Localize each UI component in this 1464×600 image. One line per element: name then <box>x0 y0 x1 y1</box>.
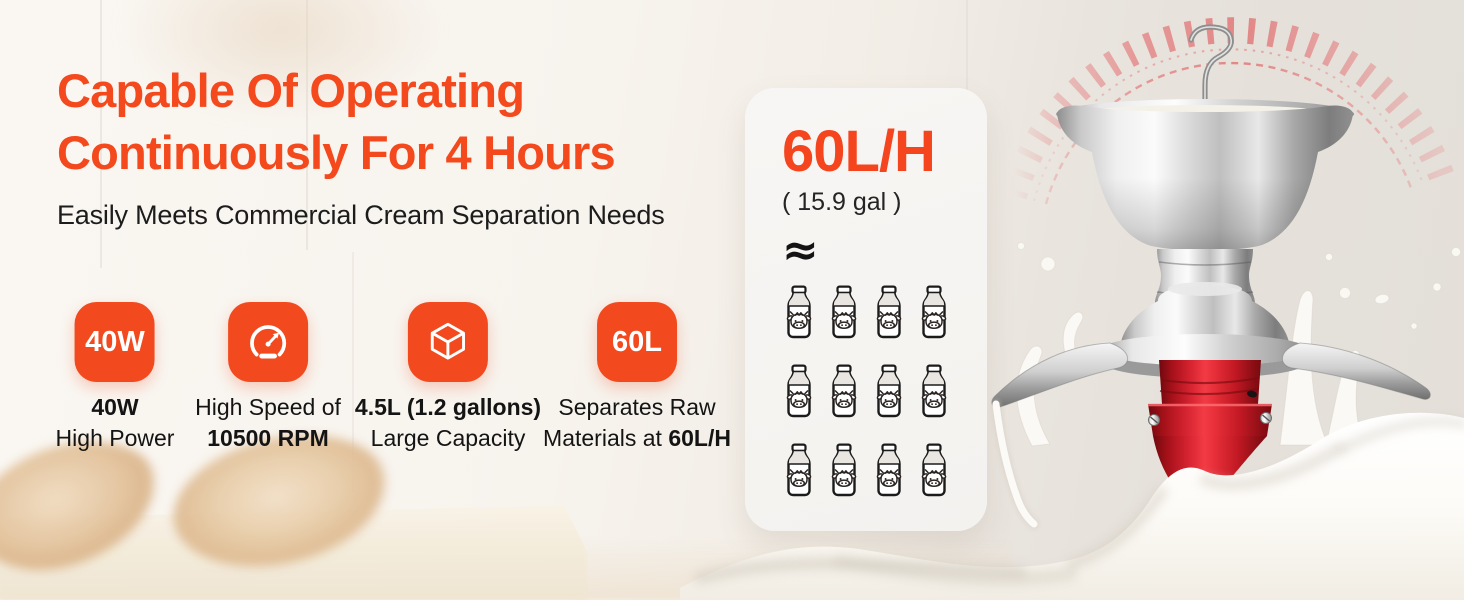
motor-body-red <box>1148 360 1272 509</box>
hero-text-block: Capable Of Operating Continuously For 4 … <box>57 60 665 231</box>
milk-bottle-icon <box>786 443 812 497</box>
speedometer-icon-glyph <box>249 325 287 359</box>
bowl-neck <box>1155 249 1255 303</box>
speed-tick-arc <box>1001 17 1455 205</box>
feature-row: 40W 40W High Power High Speed of 10500 R… <box>0 302 760 462</box>
tile-grout-line <box>352 252 354 492</box>
milk-bottle-icon <box>876 285 902 339</box>
right-spout-arm <box>1282 342 1431 400</box>
badge-60l-label: 60L <box>612 325 662 358</box>
milk-bottle-icon <box>876 443 902 497</box>
flow-rate-value: 60L/H <box>782 119 936 184</box>
feature-power-label: 40W High Power <box>55 394 175 451</box>
screw <box>1148 412 1272 426</box>
capacity-card: 60L/H ( 15.9 gal ) ≈ <box>745 88 987 531</box>
approx-symbol: ≈ <box>782 225 819 276</box>
left-spout-arm <box>991 342 1128 408</box>
milk-bottle-icon <box>786 285 812 339</box>
feature-rate-label: Separates Raw Materials at 60L/H <box>543 394 731 451</box>
milk-surface <box>1071 105 1339 125</box>
cube-icon <box>407 302 488 382</box>
collector-dish <box>1101 282 1309 378</box>
feature-capacity-label: 4.5L (1.2 gallons) Large Capacity <box>354 394 542 451</box>
milk-stream <box>991 399 1039 529</box>
milk-bottle-icon <box>921 364 947 418</box>
tile-grout-line <box>306 0 308 250</box>
title-line-2: Continuously For 4 Hours <box>57 126 616 179</box>
milk-bottle-icon <box>831 443 857 497</box>
title-line-1: Capable Of Operating <box>57 64 525 117</box>
page-title: Capable Of Operating Continuously For 4 … <box>57 60 665 184</box>
hero-subtitle: Easily Meets Commercial Cream Separation… <box>57 200 665 230</box>
feature-capacity: 4.5L (1.2 gallons) Large Capacity <box>355 302 541 454</box>
feature-rate: 60L Separates Raw Materials at 60L/H <box>543 302 731 454</box>
separator-bowl <box>1056 99 1354 303</box>
milk-bottle-icon <box>831 285 857 339</box>
milk-bottle-icon <box>921 443 947 497</box>
badge-60l: 60L <box>597 302 677 382</box>
badge-40w: 40W <box>74 302 155 382</box>
milk-bottle-icon <box>921 285 947 339</box>
milk-bottle-icon <box>786 364 812 418</box>
speedometer-icon <box>228 302 308 382</box>
feature-speed-label: High Speed of 10500 RPM <box>195 394 341 451</box>
milk-splash-back <box>1016 290 1367 449</box>
milk-bottle-icon <box>831 364 857 418</box>
feature-speed: High Speed of 10500 RPM <box>195 302 341 454</box>
milk-bottle-grid <box>782 285 952 499</box>
tile-grout-line <box>100 0 102 268</box>
vent-hole <box>1247 390 1257 398</box>
feature-power: 40W 40W High Power <box>55 302 175 454</box>
milk-droplets <box>1017 242 1461 330</box>
cube-icon-glyph <box>430 322 466 360</box>
milk-bottle-icon <box>876 364 902 418</box>
badge-40w-label: 40W <box>85 325 145 358</box>
hanging-hook <box>1188 24 1234 365</box>
flow-rate-gallons: ( 15.9 gal ) <box>782 188 902 216</box>
